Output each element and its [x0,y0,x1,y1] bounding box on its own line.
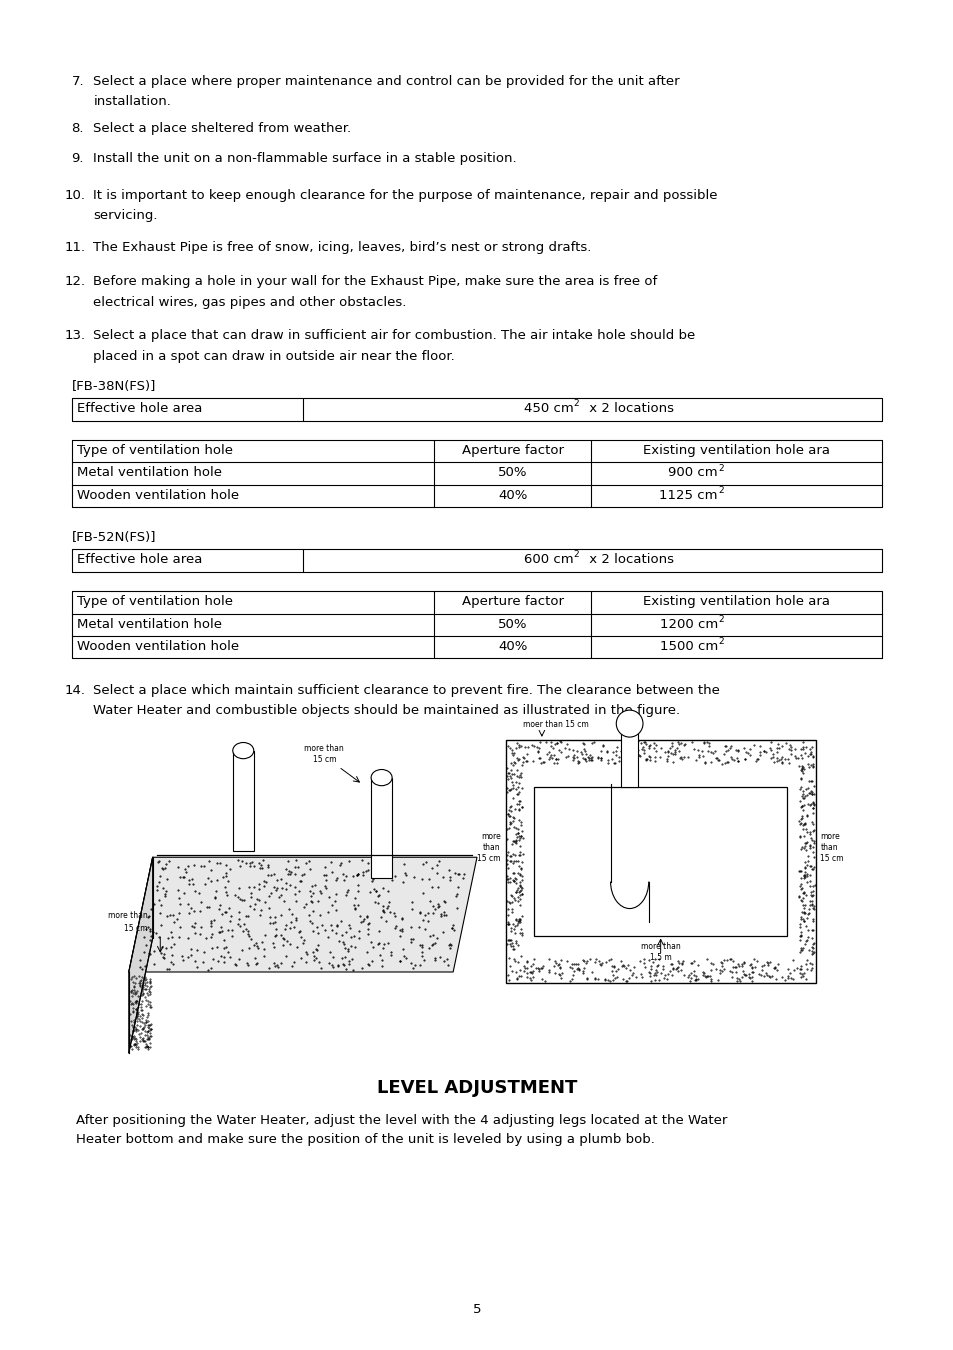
Text: [FB-38N(FS)]: [FB-38N(FS)] [71,381,155,393]
Text: 50%: 50% [497,466,527,479]
Text: electrical wires, gas pipes and other obstacles.: electrical wires, gas pipes and other ob… [93,296,406,309]
Ellipse shape [233,743,253,759]
Text: servicing.: servicing. [93,209,158,223]
Text: 9.: 9. [71,153,84,165]
Text: Select a place where proper maintenance and control can be provided for the unit: Select a place where proper maintenance … [93,74,679,88]
Text: [FB-52N(FS)]: [FB-52N(FS)] [71,531,156,544]
Text: installation.: installation. [93,95,172,108]
Text: 15 cm: 15 cm [313,755,335,764]
Text: more
than
15 cm: more than 15 cm [820,832,843,864]
Text: The Exhaust Pipe is free of snow, icing, leaves, bird’s nest or strong drafts.: The Exhaust Pipe is free of snow, icing,… [93,240,591,254]
Text: Before making a hole in your wall for the Exhaust Pipe, make sure the area is fr: Before making a hole in your wall for th… [93,275,657,289]
Polygon shape [129,857,152,1053]
Text: Effective hole area: Effective hole area [77,402,202,414]
Text: x 2 locations: x 2 locations [585,554,674,566]
Text: It is important to keep enough clearance for the purpose of maintenance, repair : It is important to keep enough clearance… [93,189,718,202]
Ellipse shape [371,769,392,786]
Text: 2: 2 [717,637,722,647]
Text: 2: 2 [717,616,722,624]
Text: 7.: 7. [71,74,84,88]
Text: 10.: 10. [65,189,86,202]
Text: 2: 2 [574,400,578,408]
Bar [505,740,815,983]
Text: Metal ventilation hole: Metal ventilation hole [77,466,222,479]
Bar [620,733,638,787]
Text: more than
1.5 m: more than 1.5 m [640,942,679,963]
Text: 13.: 13. [65,329,86,343]
Text: Select a place which maintain sufficient clearance to prevent fire. The clearanc: Select a place which maintain sufficient… [93,683,720,697]
Text: 450 cm: 450 cm [523,402,574,414]
Text: 1200 cm: 1200 cm [659,618,717,630]
Text: Install the unit on a non-flammable surface in a stable position.: Install the unit on a non-flammable surf… [93,153,517,165]
Text: Type of ventilation hole: Type of ventilation hole [77,444,233,458]
Text: moer than 15 cm: moer than 15 cm [522,720,588,729]
Text: Existing ventilation hole ara: Existing ventilation hole ara [642,444,830,458]
Text: 50%: 50% [497,618,527,630]
Text: 40%: 40% [497,640,527,653]
Text: placed in a spot can draw in outside air near the floor.: placed in a spot can draw in outside air… [93,350,455,363]
Text: 8.: 8. [71,123,84,135]
Text: Select a place sheltered from weather.: Select a place sheltered from weather. [93,123,352,135]
Text: 600 cm: 600 cm [523,554,574,566]
Text: Heater bottom and make sure the position of the unit is leveled by using a plumb: Heater bottom and make sure the position… [76,1133,655,1146]
Text: 5: 5 [473,1303,480,1316]
Text: 2: 2 [574,551,578,559]
Text: Wooden ventilation hole: Wooden ventilation hole [77,489,239,502]
Text: 2: 2 [717,486,722,495]
Ellipse shape [616,710,642,737]
Text: more than: more than [108,911,148,919]
Text: After positioning the Water Heater, adjust the level with the 4 adjusting legs l: After positioning the Water Heater, adju… [76,1114,727,1127]
Text: 12.: 12. [65,275,86,289]
Bar [233,751,253,850]
Text: Aperture factor: Aperture factor [461,595,563,609]
Text: 1125 cm: 1125 cm [659,489,717,502]
Text: 1500 cm: 1500 cm [659,640,717,653]
Text: 14.: 14. [65,683,86,697]
Text: 2: 2 [717,463,722,472]
Text: Type of ventilation hole: Type of ventilation hole [77,595,233,609]
Text: more than: more than [304,744,344,753]
Text: Effective hole area: Effective hole area [77,554,202,566]
Text: 15 cm: 15 cm [124,925,148,933]
Text: LEVEL ADJUSTMENT: LEVEL ADJUSTMENT [376,1079,577,1096]
Text: Select a place that can draw in sufficient air for combustion. The air intake ho: Select a place that can draw in sufficie… [93,329,695,343]
Text: Aperture factor: Aperture factor [461,444,563,458]
Text: more
than
15 cm: more than 15 cm [476,832,500,864]
Bar [534,787,786,936]
Polygon shape [129,857,476,972]
Text: Water Heater and combustible objects should be maintained as illustrated in the : Water Heater and combustible objects sho… [93,705,679,717]
Text: x 2 locations: x 2 locations [585,402,674,414]
Text: Metal ventilation hole: Metal ventilation hole [77,618,222,630]
Text: Wooden ventilation hole: Wooden ventilation hole [77,640,239,653]
Text: 40%: 40% [497,489,527,502]
Text: Existing ventilation hole ara: Existing ventilation hole ara [642,595,830,609]
Text: 900 cm: 900 cm [667,466,717,479]
Bar [371,778,392,878]
Text: 11.: 11. [65,240,86,254]
